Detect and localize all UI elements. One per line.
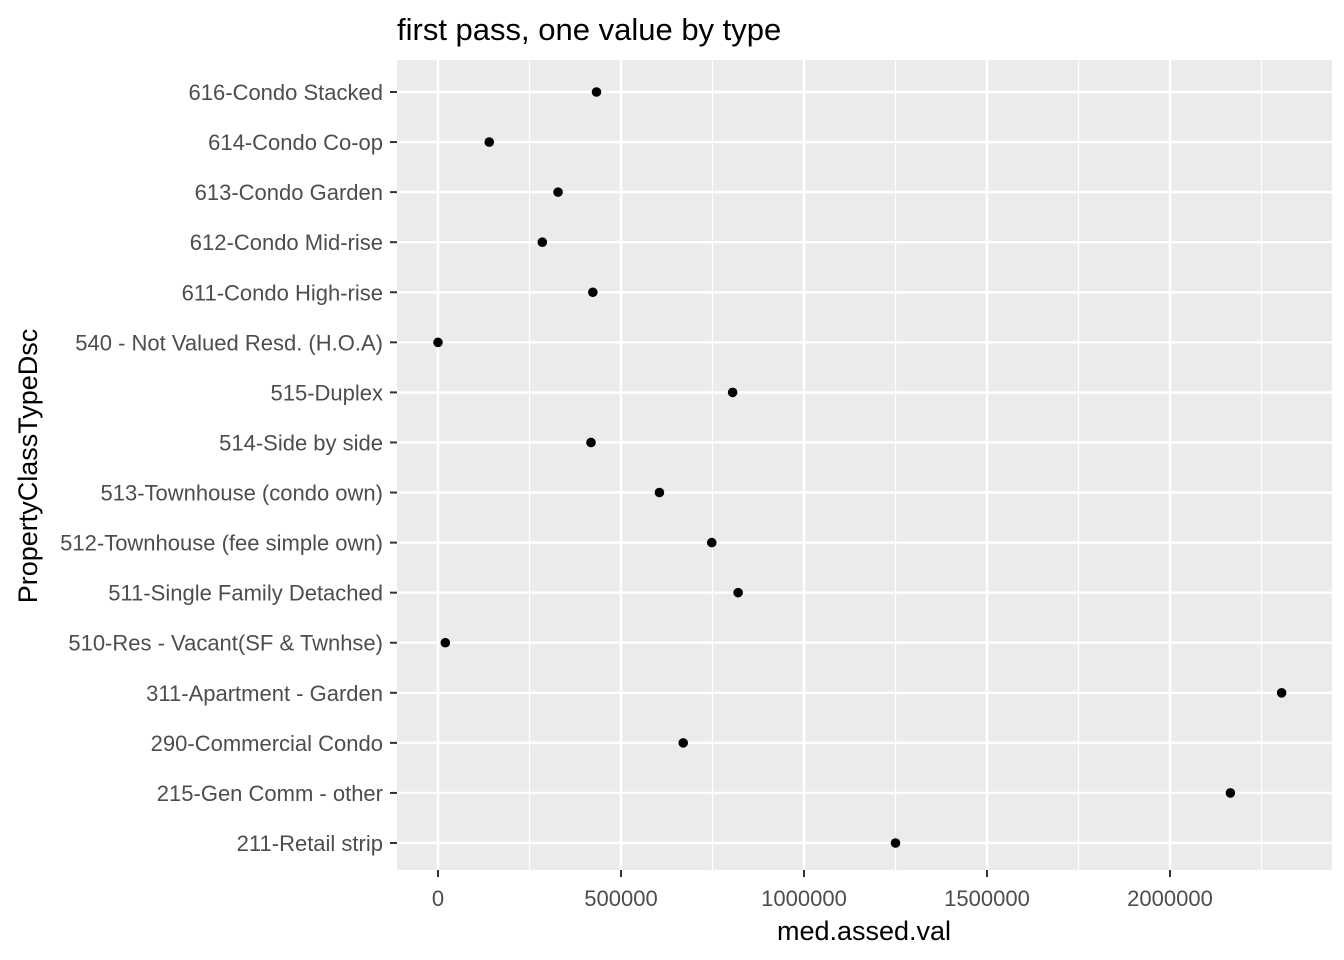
y-tick-label-8: 514-Side by side xyxy=(219,430,383,455)
data-point-11 xyxy=(588,287,598,298)
x-tick-label-2: 1000000 xyxy=(761,886,847,911)
data-point-15 xyxy=(591,87,602,97)
y-tick-label-11: 611-Condo High-rise xyxy=(182,280,383,305)
x-tick-label-3: 1500000 xyxy=(944,886,1030,911)
data-point-4 xyxy=(440,637,451,648)
y-tick-label-15: 616-Condo Stacked xyxy=(189,80,383,105)
data-point-2 xyxy=(678,738,689,748)
y-tick-label-12: 612-Condo Mid-rise xyxy=(190,230,383,255)
y-tick-label-7: 513-Townhouse (condo own) xyxy=(100,481,383,506)
data-point-5 xyxy=(733,587,743,598)
y-tick-label-5: 511-Single Family Detached xyxy=(108,581,383,606)
data-point-13 xyxy=(553,187,563,197)
y-tick-label-6: 512-Townhouse (fee simple own) xyxy=(60,531,383,556)
y-tick-label-3: 311-Apartment - Garden xyxy=(146,681,383,706)
y-axis-title: PropertyClassTypeDsc xyxy=(13,329,43,604)
y-tick-label-1: 215-Gen Comm - other xyxy=(157,781,383,806)
data-point-8 xyxy=(586,437,596,448)
chart-title: first pass, one value by type xyxy=(397,12,781,47)
y-tick-label-2: 290-Commercial Condo xyxy=(151,731,383,756)
x-tick-label-0: 0 xyxy=(432,886,444,911)
minor-gridlines xyxy=(528,60,1263,870)
data-point-9 xyxy=(727,387,738,398)
y-tick-label-4: 510-Res - Vacant(SF & Twnhse) xyxy=(68,631,383,656)
y-tick-label-13: 613-Condo Garden xyxy=(195,180,383,205)
y-axis-ticks: 211-Retail strip 215-Gen Comm - other 290-… xyxy=(60,80,397,856)
data-point-14 xyxy=(484,137,495,147)
data-point-7 xyxy=(654,487,665,498)
data-point-1 xyxy=(1225,788,1236,798)
y-tick-label-10: 540 - Not Valued Resd. (H.O.A) xyxy=(75,330,383,355)
major-gridlines xyxy=(397,60,1332,870)
data-point-6 xyxy=(706,537,717,548)
plot-panel xyxy=(397,60,1332,870)
data-point-10 xyxy=(433,337,443,348)
data-point-0 xyxy=(890,838,901,848)
data-point-12 xyxy=(537,237,548,247)
x-axis-title: med.assed.val xyxy=(777,916,951,946)
y-tick-label-14: 614-Condo Co-op xyxy=(208,130,383,155)
data-points xyxy=(433,87,1287,848)
y-tick-label-9: 515-Duplex xyxy=(270,380,383,405)
x-axis-ticks: 0 500000 1000000 1500000 2000000 xyxy=(432,870,1213,911)
x-tick-label-4: 2000000 xyxy=(1127,886,1213,911)
x-tick-label-1: 500000 xyxy=(584,886,657,911)
data-point-3 xyxy=(1276,688,1287,698)
y-tick-label-0: 211-Retail strip xyxy=(237,831,383,856)
